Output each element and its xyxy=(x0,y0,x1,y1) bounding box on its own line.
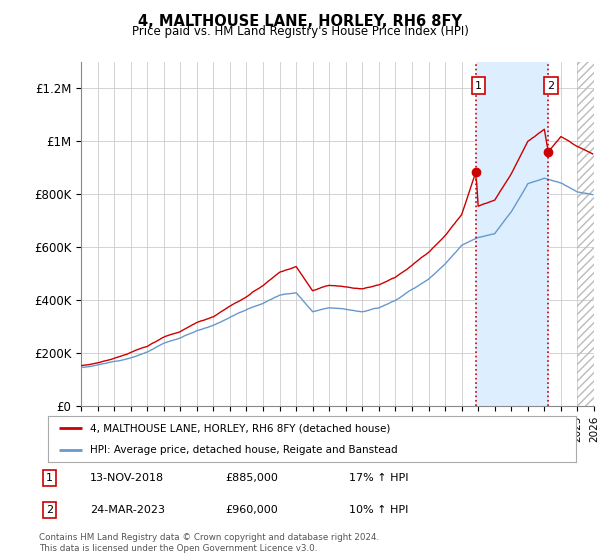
Text: 4, MALTHOUSE LANE, HORLEY, RH6 8FY: 4, MALTHOUSE LANE, HORLEY, RH6 8FY xyxy=(138,14,462,29)
Text: £960,000: £960,000 xyxy=(225,505,278,515)
Text: 10% ↑ HPI: 10% ↑ HPI xyxy=(349,505,409,515)
Text: 13-NOV-2018: 13-NOV-2018 xyxy=(90,473,164,483)
Text: 1: 1 xyxy=(46,473,53,483)
Text: 17% ↑ HPI: 17% ↑ HPI xyxy=(349,473,409,483)
Text: 4, MALTHOUSE LANE, HORLEY, RH6 8FY (detached house): 4, MALTHOUSE LANE, HORLEY, RH6 8FY (deta… xyxy=(90,423,391,433)
Text: HPI: Average price, detached house, Reigate and Banstead: HPI: Average price, detached house, Reig… xyxy=(90,445,398,455)
Text: 1: 1 xyxy=(475,81,482,91)
Text: 2: 2 xyxy=(46,505,53,515)
Bar xyxy=(476,62,548,406)
Text: 24-MAR-2023: 24-MAR-2023 xyxy=(90,505,165,515)
Text: £885,000: £885,000 xyxy=(225,473,278,483)
Text: 2: 2 xyxy=(547,81,554,91)
Text: Price paid vs. HM Land Registry's House Price Index (HPI): Price paid vs. HM Land Registry's House … xyxy=(131,25,469,38)
Text: Contains HM Land Registry data © Crown copyright and database right 2024.
This d: Contains HM Land Registry data © Crown c… xyxy=(39,533,379,553)
Bar xyxy=(577,62,594,406)
